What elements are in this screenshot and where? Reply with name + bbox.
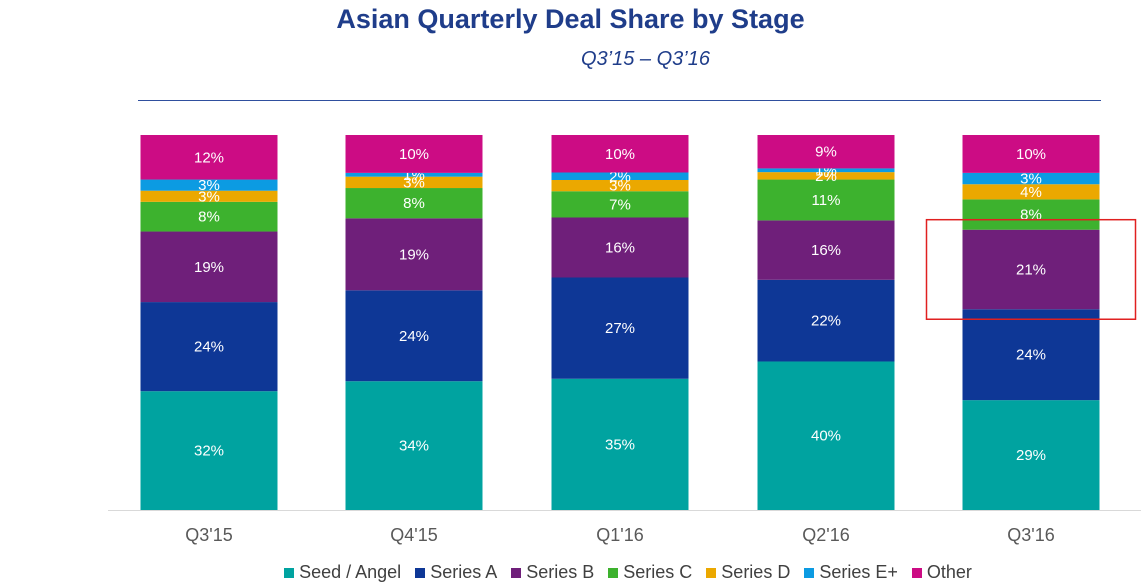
bar-series-d-q3-16 [962, 184, 1100, 200]
data-label: 16% [811, 242, 841, 259]
data-label: 3% [1020, 171, 1042, 188]
bar-series-d-q2-16 [757, 172, 895, 180]
data-label: 8% [198, 209, 220, 226]
bar-series-b-q3-16 [962, 229, 1100, 310]
bar-series-a-q3-16 [962, 309, 1100, 401]
bar-seed-angel-q3-16 [962, 400, 1100, 510]
bar-series-d-q1-16 [551, 180, 689, 192]
title-divider [138, 100, 1101, 101]
legend: Seed / Angel Series A Series B Series C Seri… [0, 562, 1141, 583]
data-label: 34% [399, 438, 429, 455]
data-label: 35% [605, 436, 635, 453]
legend-item-series-a: Series A [415, 562, 497, 583]
legend-item-series-e-: Series E+ [804, 562, 898, 583]
data-label: 11% [812, 192, 841, 209]
legend-swatch [284, 567, 295, 578]
bar-series-a-q1-16 [551, 277, 689, 379]
legend-swatch [511, 567, 522, 578]
data-label: 29% [1016, 447, 1046, 464]
data-label: 4% [1020, 184, 1042, 201]
legend-item-series-c: Series C [608, 562, 692, 583]
bar-seed-angel-q3-15 [140, 391, 278, 510]
x-tick-label: Q2'16 [802, 525, 849, 545]
data-label: 40% [811, 428, 841, 445]
bar-series-b-q4-15 [345, 218, 483, 291]
bar-other-q3-15 [140, 135, 278, 180]
bar-seed-angel-q4-15 [345, 381, 483, 510]
bar-other-q3-16 [962, 135, 1100, 173]
bar-series-b-q3-15 [140, 231, 278, 303]
data-label: 8% [1020, 207, 1042, 224]
data-label: 7% [609, 196, 631, 213]
bar-series-e--q1-16 [551, 172, 689, 180]
legend-swatch [911, 567, 922, 578]
bar-seed-angel-q2-16 [757, 361, 895, 510]
bar-series-a-q3-15 [140, 302, 278, 392]
data-label: 19% [194, 259, 224, 276]
bar-other-q2-16 [757, 135, 895, 169]
bar-series-a-q4-15 [345, 290, 483, 382]
bar-other-q4-15 [345, 135, 483, 173]
data-label: 22% [811, 313, 841, 330]
legend-item-seed-angel: Seed / Angel [284, 562, 401, 583]
chart-title: Asian Quarterly Deal Share by Stage [336, 4, 805, 34]
bar-series-b-q2-16 [757, 220, 895, 280]
data-label: 10% [605, 146, 635, 163]
x-tick-label: Q1'16 [596, 525, 643, 545]
data-label: 3% [609, 178, 631, 195]
bar-series-b-q1-16 [551, 217, 689, 278]
data-label: 3% [198, 188, 220, 205]
legend-label: Series E+ [819, 562, 898, 582]
x-tick-label: Q4'15 [390, 525, 437, 545]
bar-series-c-q3-16 [962, 199, 1100, 230]
data-label: 27% [605, 320, 635, 337]
legend-swatch [415, 567, 426, 578]
bar-series-e--q4-15 [345, 172, 483, 177]
bar-series-e--q2-16 [757, 168, 895, 173]
bar-series-c-q1-16 [551, 191, 689, 218]
legend-swatch [706, 567, 717, 578]
data-label: 24% [399, 328, 429, 345]
bar-series-e--q3-15 [140, 179, 278, 191]
legend-label: Series C [623, 562, 693, 582]
data-label: 3% [198, 177, 220, 194]
legend-label: Series A [430, 562, 498, 582]
bar-seed-angel-q1-16 [551, 378, 689, 510]
bar-series-c-q2-16 [757, 179, 895, 221]
bar-series-d-q3-15 [140, 190, 278, 202]
data-label: 19% [399, 246, 429, 263]
legend-swatch [804, 567, 815, 578]
legend-item-series-d: Series D [706, 562, 790, 583]
bar-series-a-q2-16 [757, 279, 895, 362]
legend-label: Series B [526, 562, 595, 582]
bar-series-d-q4-15 [345, 176, 483, 189]
data-label: 24% [194, 339, 224, 356]
bar-series-e--q3-16 [962, 172, 1100, 185]
stacked-bar-chart: 32%24%19%8%3%3%12%Q3'1534%24%19%8%3%1%10… [108, 135, 1141, 545]
chart-subtitle: Q3’15 – Q3’16 [581, 48, 710, 70]
data-label: 21% [1016, 261, 1046, 278]
data-label: 3% [403, 174, 425, 191]
legend-swatch [608, 567, 619, 578]
data-label: 10% [399, 146, 429, 163]
data-label: 9% [815, 144, 837, 161]
bar-other-q1-16 [551, 135, 689, 173]
x-tick-label: Q3'15 [185, 525, 232, 545]
data-label: 8% [403, 195, 425, 212]
x-tick-label: Q3'16 [1007, 525, 1054, 545]
data-label: 10% [1016, 146, 1046, 163]
legend-label: Seed / Angel [299, 562, 402, 582]
legend-label: Other [926, 562, 972, 582]
legend-label: Series D [721, 562, 791, 582]
legend-item-series-b: Series B [511, 562, 594, 583]
data-label: 16% [605, 240, 635, 257]
bar-series-c-q3-15 [140, 201, 278, 232]
data-label: 12% [194, 149, 224, 166]
data-label: 24% [1016, 347, 1046, 364]
data-label: 32% [194, 443, 224, 460]
legend-item-other: Other [911, 562, 972, 583]
bar-series-c-q4-15 [345, 188, 483, 219]
highlight-box [925, 218, 1137, 320]
